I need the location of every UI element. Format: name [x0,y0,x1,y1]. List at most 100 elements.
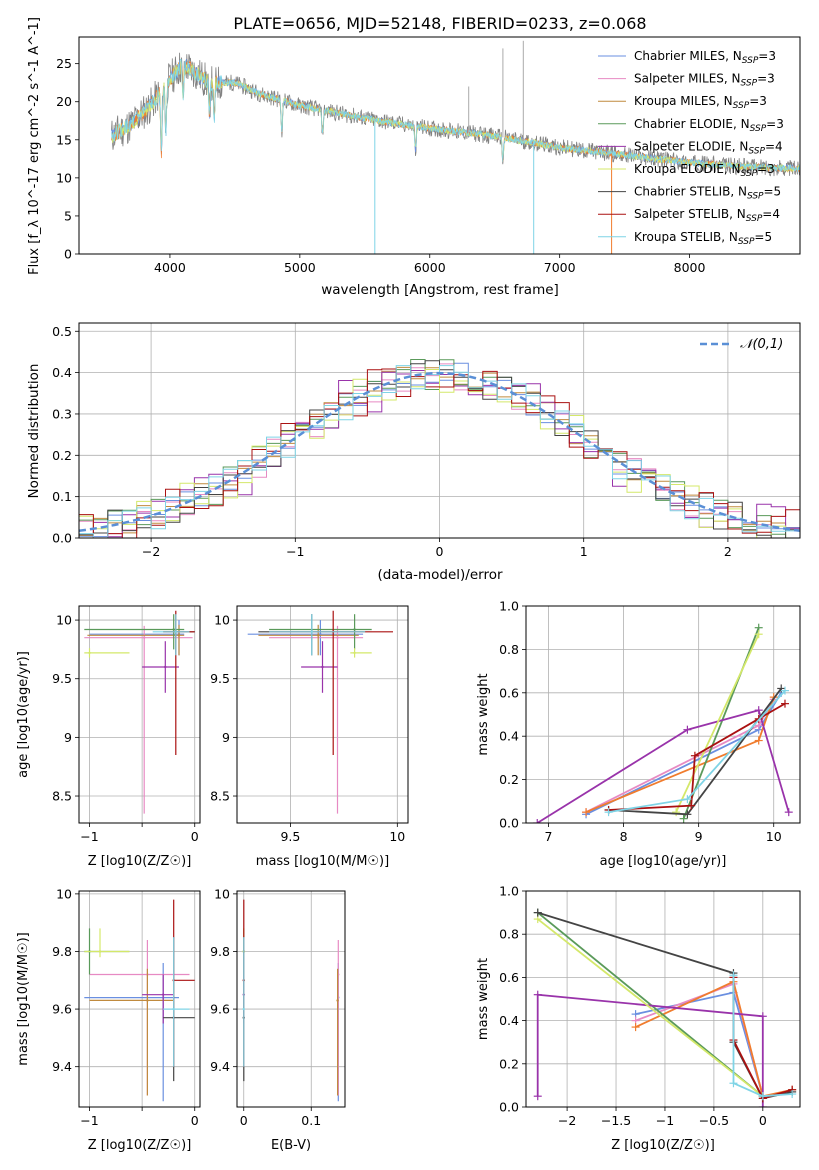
axes-frame [236,605,409,824]
histogram-step [79,369,800,538]
x-axis-label: age [log10(age/yr)] [600,854,727,869]
x-axis-label: E(B-V) [271,1138,311,1153]
x-axis-label: mass [log10(M/M☉)] [256,854,389,869]
panel-mass_weight_vs_age: 7 8 9 10 0.0 0.2 0.4 0.6 0.8 1.0 age [log10(age/yr… [476,599,801,869]
legend-entry: Kroupa MILES, NSSP=3 [634,94,767,111]
legend-entry: Kroupa ELODIE, NSSP=3 [634,162,775,179]
x-tick-label: −1 [656,1113,674,1128]
x-tick-label: −0.5 [699,1113,729,1128]
x-tick-label: 6000 [414,260,446,275]
y-tick-label: 0.4 [499,729,519,744]
x-tick-label: 10 [766,829,782,844]
legend-suffix: =3 [766,117,784,131]
y-tick-label: 10 [56,886,72,901]
y-tick-label: 10 [214,886,230,901]
x-tick-label: −1 [80,1113,98,1128]
y-tick-label: 0.4 [52,365,72,380]
panel-residuals: −2 −1 0 1 2 0.0 0.1 0.2 0.3 0.4 0.5 𝒩(0,1) (data-mod… [26,322,801,583]
axes-frame [78,890,201,1108]
y-tick-label: 10 [56,613,72,628]
data-point [172,1007,175,1011]
legend-sub: SSP [746,214,763,224]
y-axis-label: mass weight [476,673,491,755]
panel-mass_vs_Z: −1 0 9.4 9.6 9.8 10 Z [log10(Z/Z☉)] mass [log10… [16,886,201,1153]
y-tick-label: 0.0 [499,1100,519,1115]
data-point [317,634,320,637]
legend-entry: Salpeter STELIB, NSSP=4 [634,207,780,224]
axes-frame [78,605,201,824]
y-tick-label: 15 [56,132,72,147]
legend-entry: Chabrier STELIB, NSSP=5 [634,185,781,202]
plot-area-mass_vs_Z [84,899,195,1102]
x-tick-label: −1.5 [601,1113,631,1128]
y-tick-label: 9.5 [210,671,230,686]
axes-frame [525,890,801,1108]
data-point [98,950,102,953]
y-tick-label: 25 [56,56,72,71]
plot-area-spectrum [111,40,800,254]
y-tick-label: 0.0 [52,531,72,546]
legend-sub: SSP [741,169,758,179]
y-tick-label: 1.0 [499,599,519,614]
axes-frame [525,605,801,824]
y-tick-label: 9.6 [52,1002,72,1017]
y-tick-label: 1.0 [499,884,519,899]
x-axis-label: (data-model)/error [377,567,503,583]
data-point [88,651,91,655]
legend-entry: Chabrier MILES, NSSP=3 [634,49,776,66]
y-tick-label: 9.8 [210,944,230,959]
x-tick-label: 1 [580,544,588,559]
legend-entry: Salpeter ELODIE, NSSP=4 [634,139,783,156]
data-point [336,636,339,639]
x-axis-label: Z [log10(Z/Z☉)] [611,1138,715,1153]
y-tick-label: 9.4 [210,1059,230,1074]
x-tick-label: 0.1 [301,1113,321,1128]
data-point [174,630,177,634]
y-tick-label: 10 [214,613,230,628]
y-tick-label: 8.5 [52,789,72,804]
plot-area-mass_vs_EBV [242,899,340,1102]
x-tick-label: 0 [240,1113,248,1128]
legend-suffix: =3 [749,94,767,108]
x-tick-label: 4000 [154,260,186,275]
legend-suffix: =3 [757,72,775,86]
y-tick-label: 0.8 [499,642,519,657]
x-tick-label: −2 [142,544,160,559]
legend-sub: SSP [733,101,750,111]
legend-entry: Kroupa STELIB, NSSP=5 [634,230,772,247]
x-tick-label: 5000 [284,260,316,275]
histogram-step [79,365,800,538]
panel-spectrum: 4000 5000 6000 7000 8000 0 5 10 15 20 25 wavelength… [27,17,801,298]
y-tick-label: 0.2 [52,448,72,463]
panel-mass_vs_EBV: 0 0.1 9.4 9.6 9.8 10 E(B-V) [210,886,346,1153]
axes-frame [236,890,346,1108]
y-axis-label: Flux [f_λ 10^-17 erg cm^-2 s^-1 A^-1] [27,17,42,275]
y-axis-label: mass weight [476,958,491,1040]
plot-area-mass_weight_vs_Z [533,908,797,1107]
legend-sub: SSP [741,79,758,89]
y-tick-label: 0.8 [499,927,519,942]
x-tick-label: 2 [724,544,732,559]
x-tick-label: 0 [436,544,444,559]
y-tick-label: 0 [64,247,72,262]
legend-suffix: =5 [754,230,772,244]
y-tick-label: 8.5 [210,789,230,804]
y-tick-label: 0.2 [499,1056,519,1071]
legend-sub: SSP [742,56,759,66]
y-tick-label: 9.8 [52,944,72,959]
x-tick-label: −2 [558,1113,576,1128]
legend-entry: 𝒩(0,1) [740,337,783,352]
spectrum-line [111,58,800,174]
legend-entry: Chabrier ELODIE, NSSP=3 [634,117,784,134]
legend-sub: SSP [738,237,755,247]
spectrum-line [111,60,800,173]
legend-sub: SSP [747,192,764,202]
y-axis-label: age [log10(age/yr)] [16,651,31,778]
weight-line [732,975,793,1098]
x-tick-label: 7000 [544,260,576,275]
data-point [164,665,167,669]
legend-suffix: =4 [765,139,783,153]
x-tick-label: 7 [545,829,553,844]
